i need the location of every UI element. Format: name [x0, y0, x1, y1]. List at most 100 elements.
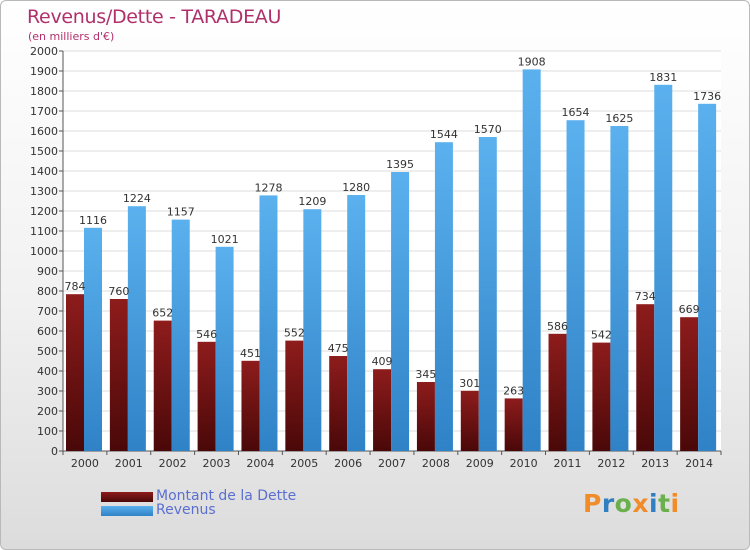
x-tick-label: 2007 — [378, 457, 406, 470]
revenue-bar — [566, 120, 585, 451]
y-tick-label: 200 — [37, 405, 58, 418]
logo-letter: P — [583, 489, 602, 518]
y-tick-label: 400 — [37, 365, 58, 378]
x-tick-label: 2008 — [422, 457, 450, 470]
legend-swatch-revenus — [101, 506, 153, 516]
x-tick-label: 2010 — [510, 457, 538, 470]
logo-letter: i — [649, 489, 659, 518]
revenue-value-label: 1736 — [693, 90, 721, 103]
revenue-value-label: 1280 — [342, 181, 370, 194]
revenue-value-label: 1116 — [79, 214, 107, 227]
x-tick-label: 2012 — [597, 457, 625, 470]
logo-letter: r — [601, 489, 615, 518]
y-tick-label: 100 — [37, 425, 58, 438]
debt-value-label: 784 — [65, 280, 86, 293]
revenue-value-label: 1395 — [386, 158, 414, 171]
revenue-value-label: 1570 — [474, 123, 502, 136]
revenue-bar — [478, 137, 497, 451]
revenue-value-label: 1831 — [649, 71, 677, 84]
x-tick-label: 2002 — [159, 457, 187, 470]
revenue-bar — [434, 142, 453, 451]
debt-value-label: 263 — [503, 384, 524, 397]
logo-letter: t — [658, 489, 671, 518]
y-tick-label: 1300 — [30, 185, 58, 198]
legend-label-revenus: Revenus — [156, 502, 216, 518]
y-tick-label: 300 — [37, 385, 58, 398]
debt-value-label: 652 — [152, 307, 173, 320]
revenue-bar — [171, 219, 190, 451]
x-tick-label: 2011 — [553, 457, 581, 470]
y-tick-label: 600 — [37, 325, 58, 338]
x-tick-label: 2006 — [334, 457, 362, 470]
debt-bar — [373, 369, 392, 451]
revenue-value-label: 1654 — [562, 106, 590, 119]
x-tick-label: 2014 — [685, 457, 713, 470]
revenue-bar — [522, 69, 541, 452]
y-tick-label: 900 — [37, 265, 58, 278]
y-tick-label: 1700 — [30, 105, 58, 118]
revenue-bar — [84, 227, 102, 451]
revenue-value-label: 1157 — [167, 206, 195, 219]
debt-bar — [548, 333, 567, 451]
x-tick-label: 2003 — [203, 457, 231, 470]
x-tick-label: 2009 — [466, 457, 494, 470]
revenue-bar — [303, 209, 322, 451]
debt-value-label: 542 — [591, 329, 612, 342]
revenue-bar — [698, 103, 717, 452]
y-tick-label: 1800 — [30, 85, 58, 98]
revenue-bar — [259, 195, 278, 451]
bars — [66, 69, 717, 452]
x-tick-label: 2001 — [115, 457, 143, 470]
logo-letter: o — [614, 489, 633, 518]
y-tick-label: 1100 — [30, 225, 58, 238]
debt-bar — [285, 340, 304, 451]
debt-value-label: 451 — [240, 347, 261, 360]
debt-value-label: 734 — [635, 290, 656, 303]
chart-title: Revenus/Dette - TARADEAU — [27, 6, 282, 28]
revenue-value-label: 1278 — [254, 181, 282, 194]
debt-value-label: 552 — [284, 327, 305, 340]
debt-bar — [592, 342, 611, 451]
legend-label-dette: Montant de la Dette — [156, 488, 297, 504]
debt-value-label: 409 — [372, 355, 393, 368]
x-tick-label: 2004 — [246, 457, 274, 470]
y-tick-label: 2000 — [30, 45, 58, 58]
y-tick-label: 500 — [37, 345, 58, 358]
revenue-value-label: 1908 — [518, 55, 546, 68]
revenue-value-label: 1224 — [123, 192, 151, 205]
y-tick-label: 1900 — [30, 65, 58, 78]
debt-bar — [109, 299, 128, 451]
debt-value-label: 301 — [459, 377, 480, 390]
y-tick-label: 1000 — [30, 245, 58, 258]
revenue-bar — [215, 246, 234, 451]
debt-bar — [241, 360, 260, 451]
y-tick-label: 700 — [37, 305, 58, 318]
revenue-value-label: 1209 — [298, 195, 326, 208]
revenue-bar — [347, 195, 366, 451]
revenue-bar — [127, 206, 146, 451]
debt-value-label: 760 — [108, 285, 129, 298]
debt-value-label: 586 — [547, 320, 568, 333]
debt-bar — [197, 341, 216, 451]
y-tick-label: 1400 — [30, 165, 58, 178]
debt-bar — [416, 382, 435, 451]
debt-bar — [66, 294, 84, 451]
y-tick-label: 1200 — [30, 205, 58, 218]
x-tick-label: 2000 — [71, 457, 99, 470]
proxiti-logo: Proxiti — [583, 489, 680, 518]
legend-swatch-dette — [101, 492, 153, 502]
y-tick-label: 0 — [51, 445, 58, 458]
chart-subtitle: (en milliers d'€) — [28, 30, 115, 43]
revenue-bar — [391, 172, 410, 451]
revenue-value-label: 1021 — [211, 233, 239, 246]
x-tick-label: 2005 — [290, 457, 318, 470]
debt-bar — [460, 390, 479, 451]
y-tick-label: 800 — [37, 285, 58, 298]
debt-value-label: 345 — [415, 368, 436, 381]
debt-bar — [636, 304, 655, 451]
revenue-bar — [610, 126, 629, 451]
revenue-bar — [654, 84, 673, 452]
debt-value-label: 475 — [328, 342, 349, 355]
debt-value-label: 669 — [679, 303, 700, 316]
